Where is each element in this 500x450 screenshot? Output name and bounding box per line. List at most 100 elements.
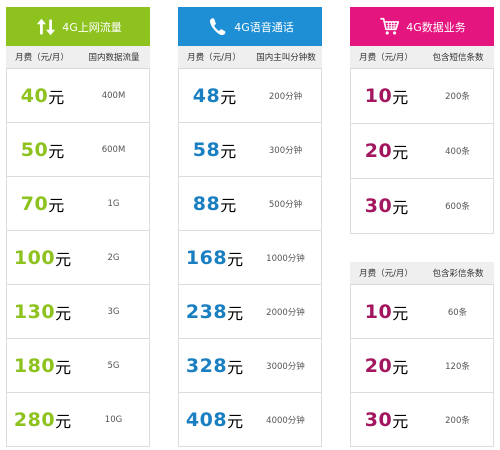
amount-value: 600M [101,144,126,155]
column-amount: 包含彩信条数 [432,269,484,279]
price-value: 238 [185,300,228,323]
plan-row: 50 元 600M [7,123,149,177]
price-unit: 元 [392,143,409,162]
data-plan-column-header: 月费（元/月） 国内数据流量 [6,46,150,69]
updown-arrows-icon [34,15,58,39]
amount-value: 300分钟 [268,145,303,156]
amount-value: 1G [107,198,120,209]
price-cell: 30 元 [351,393,422,446]
price-value: 30 [364,195,393,217]
amount-value: 600条 [445,202,470,212]
price-value: 10 [364,85,393,107]
plan-row: 238 元 2000分钟 [179,285,321,339]
plan-row: 58 元 300分钟 [179,123,321,177]
price-value: 100 [13,246,56,269]
plan-row: 130 元 3G [7,285,149,339]
amount-value: 2G [107,252,120,263]
price-value: 88 [192,192,221,215]
amount-value: 60条 [447,307,468,318]
voice-plan-panel: 4G语音通话 月费（元/月） 国内主叫分钟数 48 元 200分钟 58 元 300分钟 8… [178,7,322,447]
price-unit: 元 [227,411,244,431]
amount-value: 3000分钟 [266,361,305,372]
price-value: 10 [364,300,393,323]
plan-row: 408 元 4000分钟 [179,393,321,447]
column-amount: 国内主叫分钟数 [256,53,316,63]
price-unit: 元 [227,357,244,377]
plan-row: 10 元 200条 [351,69,493,124]
price-unit: 元 [227,303,244,323]
price-cell: 408 元 [179,393,250,446]
price-unit: 元 [55,303,72,323]
price-unit: 元 [220,195,237,215]
plan-row: 180 元 5G [7,339,149,393]
price-value: 180 [13,354,56,377]
price-unit: 元 [220,87,237,107]
price-value: 48 [192,84,221,107]
data-plan-panel: 4G上网流量 月费（元/月） 国内数据流量 40 元 400M 50 元 600M 70 元 1… [6,7,150,447]
data-plan-header: 4G上网流量 [6,7,150,46]
price-unit: 元 [392,411,409,431]
price-cell: 328 元 [179,339,250,392]
data-plan-title: 4G上网流量 [62,20,122,34]
price-cell: 10 元 [351,285,422,338]
price-cell: 30 元 [351,179,422,233]
column-price: 月费（元/月） [359,269,413,279]
price-value: 280 [13,408,56,431]
price-unit: 元 [55,357,72,377]
price-value: 408 [185,408,228,431]
amount-value: 2000分钟 [266,307,305,318]
amount-value: 200条 [445,92,470,102]
voice-plan-header: 4G语音通话 [178,7,322,46]
price-value: 70 [20,192,49,215]
column-price: 月费（元/月） [187,53,241,63]
price-value: 20 [364,354,393,377]
sms-plan-header: 4G数据业务 [350,7,494,46]
voice-plan-column-header: 月费（元/月） 国内主叫分钟数 [178,46,322,69]
amount-value: 500分钟 [268,199,303,210]
price-value: 30 [364,408,393,431]
sms-plan-panel: 4G数据业务 月费（元/月） 包含短信条数 10 元 200条 20 元 400条 30 元 6… [350,7,494,234]
plan-row: 168 元 1000分钟 [179,231,321,285]
plan-row: 30 元 200条 [351,393,493,447]
price-value: 20 [364,140,393,162]
price-cell: 20 元 [351,124,422,178]
price-cell: 50 元 [7,123,78,176]
price-value: 328 [185,354,228,377]
price-cell: 238 元 [179,285,250,338]
price-value: 168 [185,246,228,269]
price-cell: 168 元 [179,231,250,284]
price-unit: 元 [48,195,65,215]
price-unit: 元 [55,411,72,431]
plan-row: 88 元 500分钟 [179,177,321,231]
voice-plan-title: 4G语音通话 [234,20,294,34]
plan-row: 20 元 120条 [351,339,493,393]
amount-value: 200分钟 [268,91,303,102]
amount-value: 200条 [445,415,470,426]
price-unit: 元 [220,141,237,161]
price-unit: 元 [227,249,244,269]
price-unit: 元 [48,87,65,107]
amount-value: 1000分钟 [266,253,305,264]
price-unit: 元 [392,357,409,377]
plan-row: 100 元 2G [7,231,149,285]
sms-plan-column-header: 月费（元/月） 包含短信条数 [350,46,494,69]
price-cell: 58 元 [179,123,250,176]
price-unit: 元 [55,249,72,269]
price-cell: 48 元 [179,69,250,122]
column-amount: 包含短信条数 [432,53,484,63]
price-cell: 88 元 [179,177,250,230]
column-price: 月费（元/月） [359,53,413,63]
plan-row: 10 元 60条 [351,285,493,339]
price-unit: 元 [392,88,409,107]
amount-value: 400条 [445,147,470,157]
shopping-cart-icon [378,15,402,39]
price-value: 50 [20,138,49,161]
price-unit: 元 [392,303,409,323]
phone-icon [206,15,230,39]
price-cell: 70 元 [7,177,78,230]
plan-row: 70 元 1G [7,177,149,231]
price-cell: 100 元 [7,231,78,284]
price-cell: 20 元 [351,339,422,392]
plan-row: 30 元 600条 [351,179,493,234]
plan-row: 40 元 400M [7,69,149,123]
